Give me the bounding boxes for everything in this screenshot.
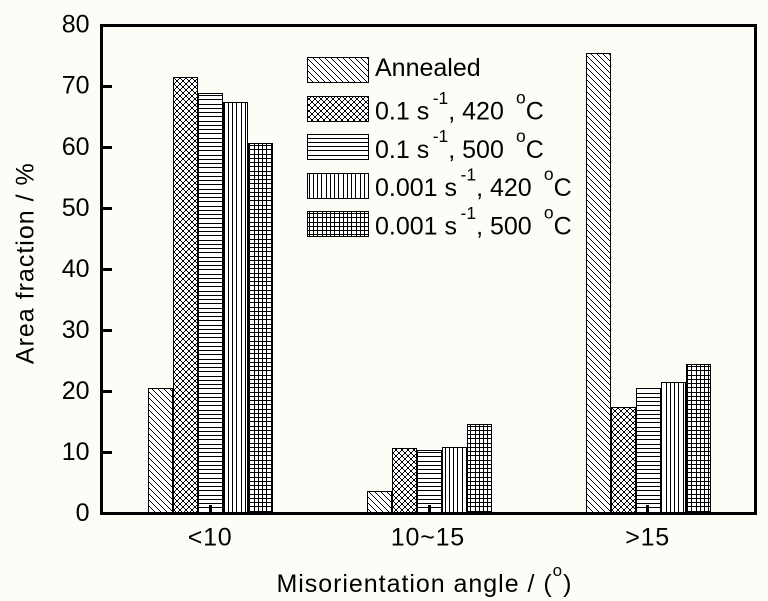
svg-text:20: 20 — [62, 377, 90, 405]
svg-text:80: 80 — [62, 11, 90, 39]
svg-text:0.001 s-1, 420 oC: 0.001 s -1, 420 oC — [375, 164, 572, 202]
svg-text:10~15: 10~15 — [391, 524, 465, 552]
svg-text:70: 70 — [62, 72, 90, 100]
svg-text:0.1 s-1, 420 oC: 0.1 s -1, 420 oC — [375, 87, 544, 125]
svg-text:<10: <10 — [188, 524, 233, 552]
svg-text:Annealed: Annealed — [375, 54, 481, 82]
svg-text:Area fraction / %: Area fraction / % — [12, 162, 40, 364]
svg-text:30: 30 — [62, 316, 90, 344]
svg-text:40: 40 — [62, 255, 90, 283]
svg-text:0.001 s-1, 500 oC: 0.001 s -1, 500 oC — [375, 203, 572, 241]
svg-text:Misorientation angle / (o): Misorientation angle / (o) — [276, 561, 572, 598]
svg-text:0.1 s-1, 500 oC: 0.1 s -1, 500 oC — [375, 126, 544, 164]
svg-text:10: 10 — [62, 438, 90, 466]
svg-text:60: 60 — [62, 133, 90, 161]
svg-text:50: 50 — [62, 194, 90, 222]
svg-text:0: 0 — [76, 499, 90, 527]
svg-text:>15: >15 — [625, 524, 670, 552]
